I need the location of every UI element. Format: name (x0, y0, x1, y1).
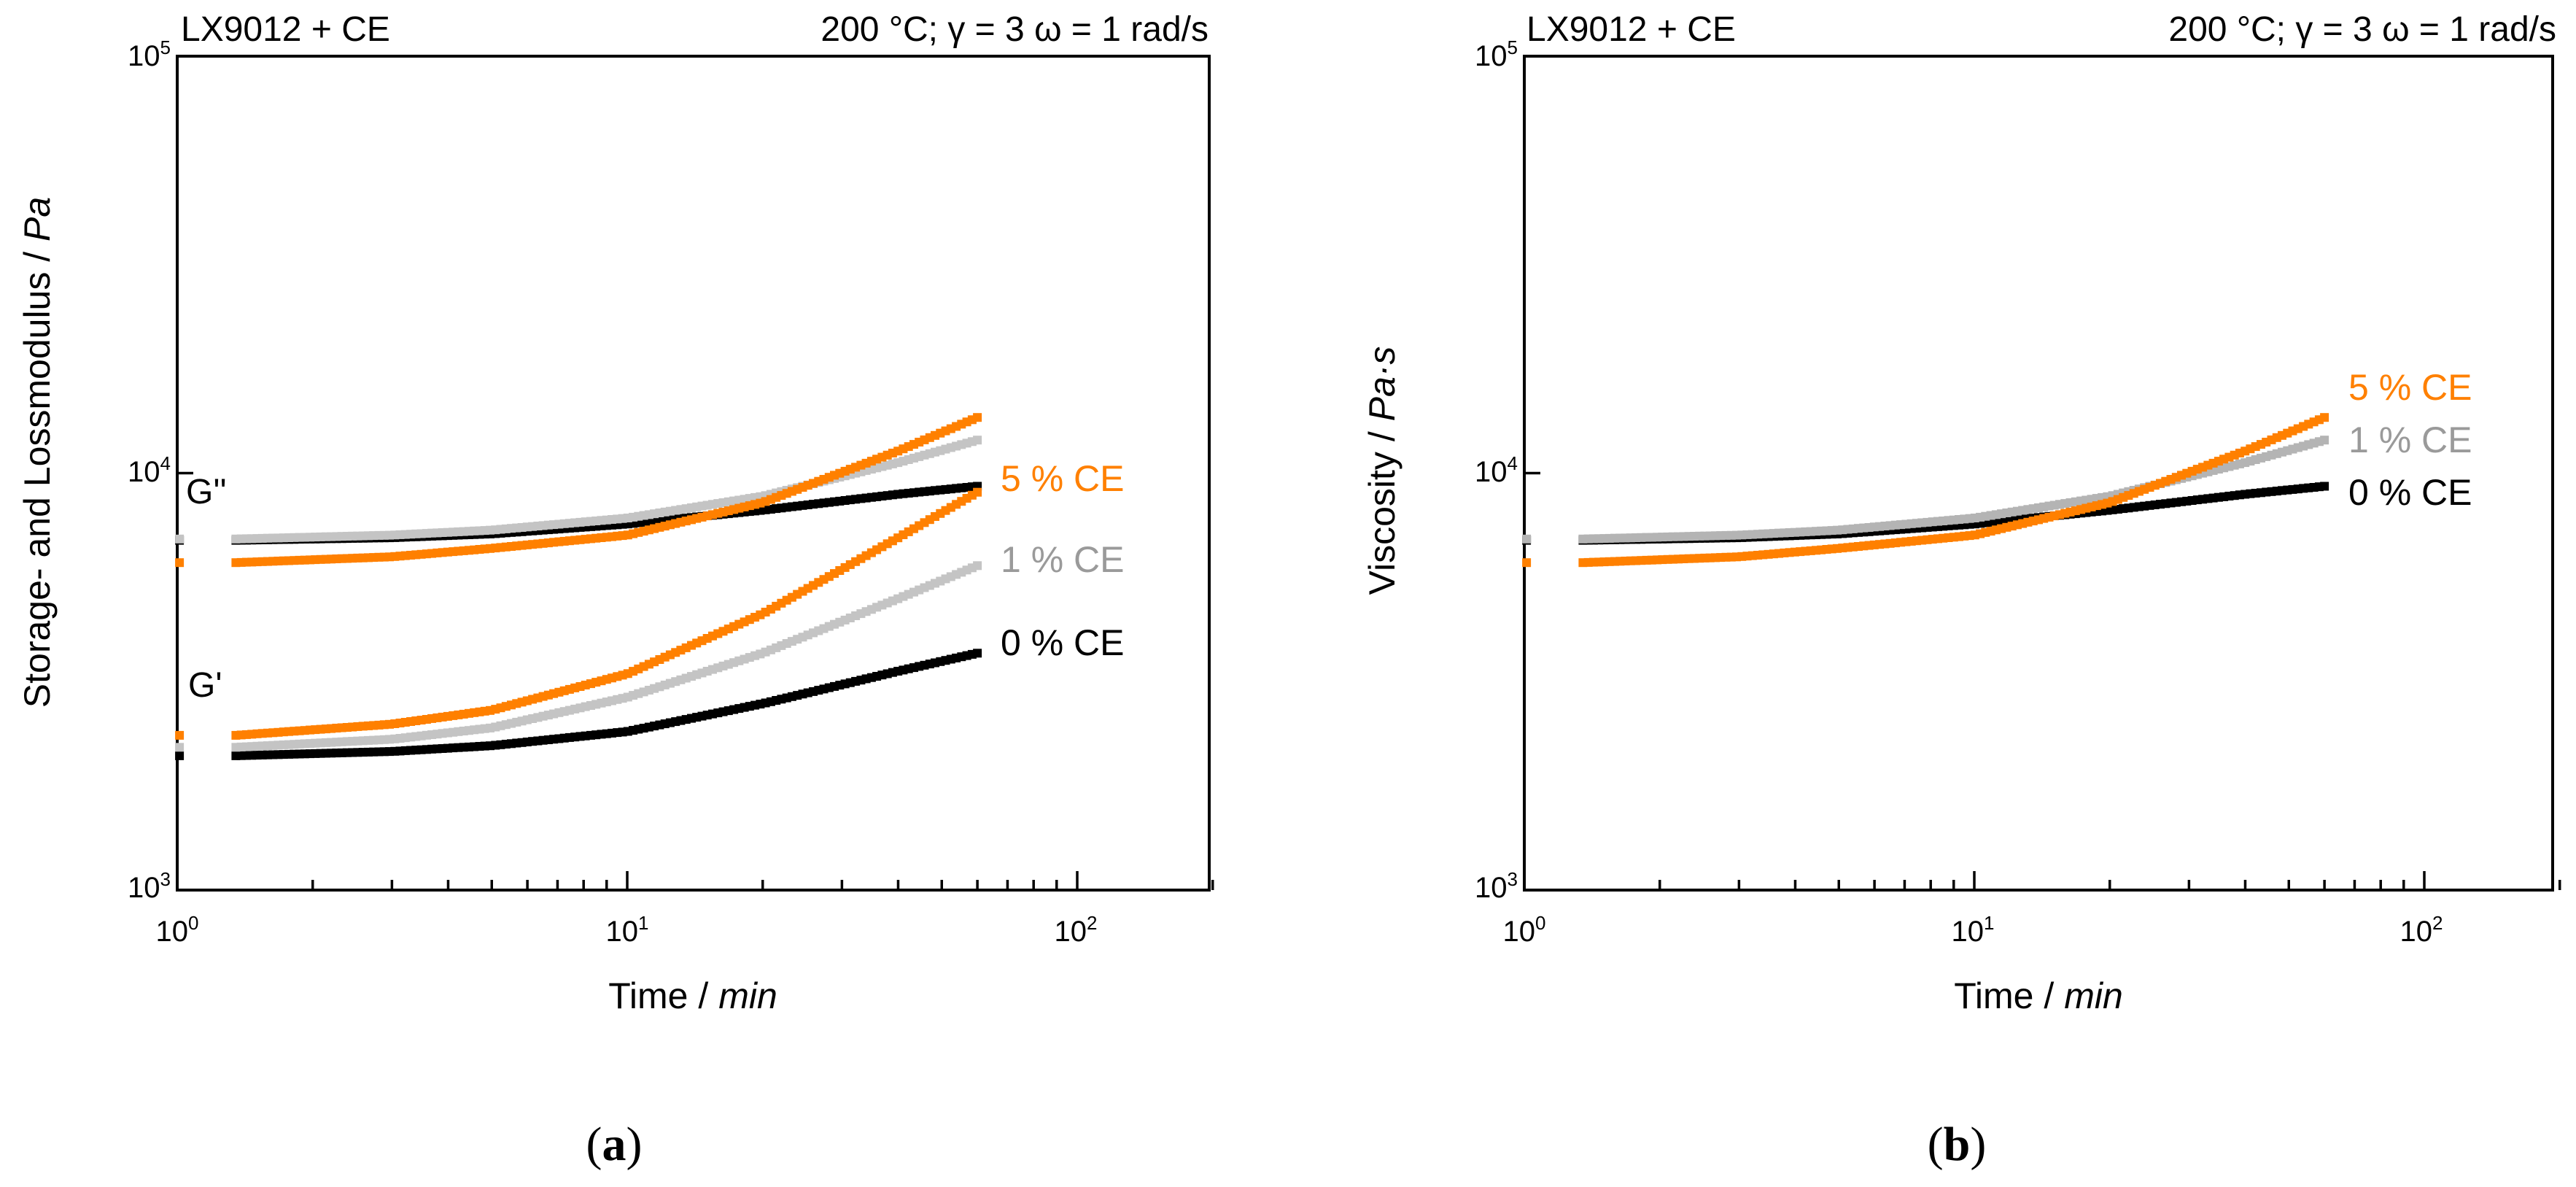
panel-a-series-g-0-ce (175, 649, 982, 760)
panel-b-y-axis-label: Viscosity / Pa·s (1362, 347, 1403, 595)
data-point (2320, 482, 2329, 491)
panel-b-xtick-label-1e0: 100 (1503, 912, 1546, 948)
data-point (2320, 413, 2329, 422)
panel-b-label-5-ce: 5 % CE (2348, 367, 2472, 408)
panel-a-series-g-1-ce (175, 436, 982, 544)
data-point (290, 740, 299, 749)
panel-b-ytick-label-1e3: 103 (1475, 868, 1518, 904)
panel-b-label-0-ce: 0 % CE (2348, 472, 2472, 513)
data-point (973, 649, 982, 658)
panel-a-series-g-1-ce (175, 561, 982, 752)
panel-a: LX9012 + CE 200 °C; γ = 3 ω = 1 rad/s 10… (17, 10, 1214, 1171)
panel-b-series (1522, 413, 2329, 568)
panel-b-x-axis-label: Time / min (1954, 975, 2123, 1016)
panel-b-xtick-label-1e2: 102 (2400, 912, 2443, 948)
panel-b-caption-label: (b) (1928, 1118, 1987, 1171)
panel-a-xtick-label-1e1: 101 (606, 912, 649, 948)
panel-a-series (175, 413, 982, 760)
panel-a-ytick-label-1e4: 104 (128, 452, 171, 488)
panel-a-annotation-g-prime: G' (188, 666, 222, 705)
panel-a-x-axis-label: Time / min (608, 975, 777, 1016)
panel-b-xtick-label-1e1: 101 (1952, 912, 1995, 948)
panel-a-ytick-label-1e3: 103 (128, 868, 171, 904)
panel-a-x-minor-ticks (311, 871, 1214, 890)
panel-b-ytick-label-1e4: 104 (1475, 452, 1518, 488)
panel-a-title-right: 200 °C; γ = 3 ω = 1 rad/s (820, 10, 1209, 49)
data-point (175, 534, 185, 544)
data-point (973, 413, 982, 422)
panel-a-xtick-label-1e0: 100 (156, 912, 199, 948)
panel-b-series--5-ce (1522, 413, 2329, 568)
data-point (175, 743, 185, 752)
panel-a-series-g-5-ce (175, 413, 982, 568)
panel-a-label-0-ce: 0 % CE (1001, 622, 1125, 663)
panel-a-y-axis-label: Storage- and Lossmodulus / Pa (17, 197, 58, 708)
data-point (486, 741, 494, 751)
data-point (416, 745, 426, 754)
panel-b: LX9012 + CE 200 °C; γ = 3 ω = 1 rad/s 10… (1362, 10, 2561, 1171)
data-point (175, 751, 185, 760)
data-point (247, 742, 257, 751)
data-point (973, 487, 982, 497)
panel-b-ytick-label-1e5: 105 (1475, 36, 1518, 72)
data-point (973, 436, 982, 445)
data-point (2320, 436, 2329, 445)
data-point (1522, 534, 1532, 544)
panel-a-title-left: LX9012 + CE (181, 10, 390, 49)
data-point (175, 558, 185, 568)
panel-b-x-minor-ticks (1658, 871, 2561, 890)
panel-a-annotation-g-double-prime: G'' (186, 473, 227, 511)
panel-a-ytick-label-1e5: 105 (128, 36, 171, 72)
panel-b-series--1-ce (1522, 436, 2329, 544)
data-point (175, 730, 185, 740)
panel-b-label-1-ce: 1 % CE (2348, 419, 2472, 460)
data-point (454, 743, 463, 752)
data-point (268, 741, 278, 750)
panel-a-xtick-label-1e2: 102 (1055, 912, 1098, 948)
data-point (311, 738, 320, 748)
panel-a-label-5-ce: 5 % CE (1001, 458, 1125, 499)
panel-a-series-g-5-ce (175, 487, 982, 740)
panel-b-title-right: 200 °C; γ = 3 ω = 1 rad/s (2168, 10, 2556, 49)
panel-a-label-1-ce: 1 % CE (1001, 539, 1125, 580)
data-point (1522, 558, 1532, 568)
panel-a-caption-label: (a) (586, 1118, 643, 1171)
data-point (973, 561, 982, 571)
panel-b-title-left: LX9012 + CE (1526, 10, 1736, 49)
